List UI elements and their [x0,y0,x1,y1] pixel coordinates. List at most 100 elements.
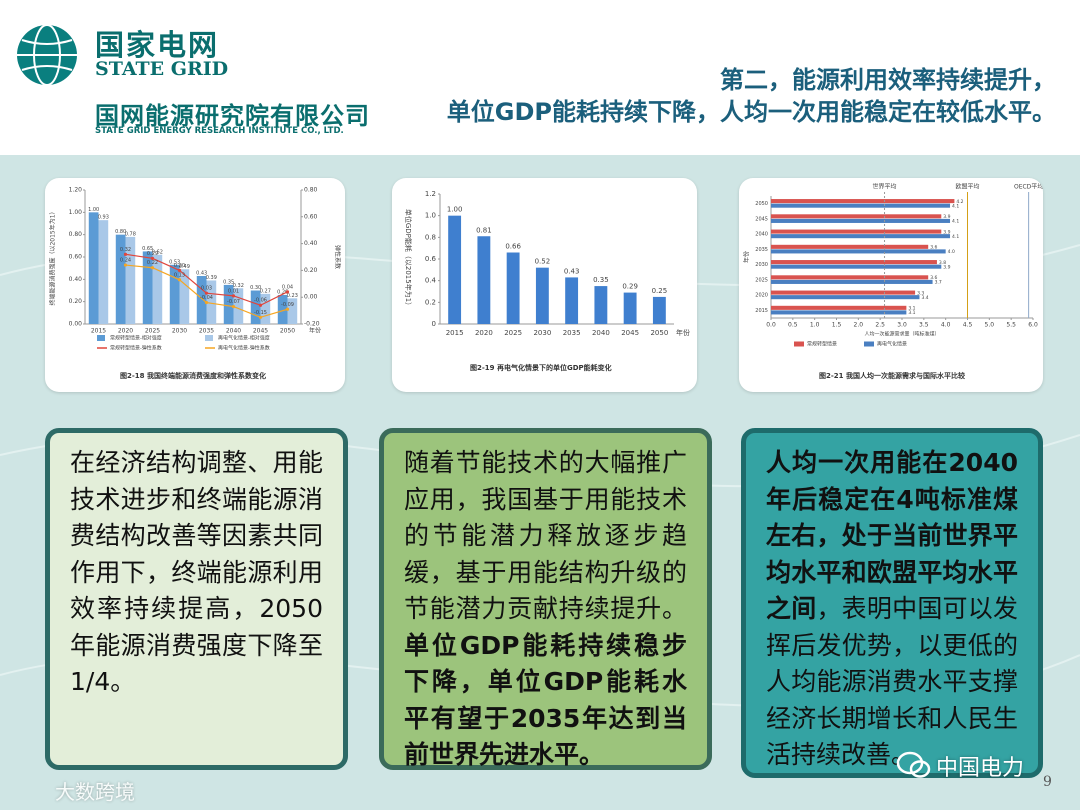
data-label: 0.26 [277,289,288,295]
x-tick-label: 2035 [199,328,214,335]
y2-tick-label: 0.60 [304,213,318,220]
x-tick-label: 0.5 [788,322,798,329]
bar [565,277,579,324]
bar [88,212,99,324]
y2-tick-label: 0.20 [304,267,318,274]
institute-cn: 国网能源研究院有限公司 [95,102,370,130]
logo-en: STATE GRID [95,58,229,80]
x-axis-title: 年份 [309,327,321,335]
data-label: 3.9 [943,264,950,270]
data-label: 0.27 [260,288,271,294]
data-label: 0.24 [120,258,131,264]
y-tick-label: 2030 [755,262,768,268]
bar [771,295,920,300]
logo-globe [17,24,77,86]
data-label: 0.13 [174,272,185,278]
x-tick-label: 2020 [475,329,493,337]
bar [771,275,929,280]
line-marker [123,252,128,256]
y2-tick-label: 0.00 [304,294,318,301]
y2-tick-label: -0.20 [304,321,320,328]
data-label: 3.7 [935,280,942,286]
legend-label: 再电气化情景-弹性系数 [218,345,270,352]
data-label: 4.1 [952,234,959,240]
data-label: 0.78 [125,231,136,237]
x-tick-label: 2030 [533,329,551,337]
bar [250,290,261,324]
bar [477,236,491,324]
institute-en: STATE GRID ENERGY RESEARCH INSTITUTE CO.… [95,126,344,136]
x-tick-label: 2030 [172,328,187,335]
y-tick-label: 0 [432,320,436,328]
bar [771,218,951,223]
text-box: 人均一次用能在2040年后稳定在4吨标准煤左右，处于当前世界平均水平和欧盟平均水… [741,428,1043,778]
legend-label: 常规转型情景-相对强度 [110,335,162,342]
data-label: 0.43 [564,267,580,275]
slide-title: 第二，能源利用效率持续提升， [720,66,1056,94]
legend-label: 再电气化情景 [877,341,907,348]
data-label: 0.93 [98,215,109,221]
bar [260,293,271,324]
reference-label: 世界平均 [873,183,897,191]
page-number: 9 [1043,774,1052,790]
data-label: 0.29 [622,283,638,291]
chart-card: 0.00 0.20 0.40 0.60 0.80 1.00 1.20 -0.20 0.00 0.2… [45,178,345,392]
bar [206,280,217,324]
line-marker [150,266,155,270]
data-label: 0.35 [593,276,609,284]
line-marker [231,304,236,309]
chart-caption: 图2-18 我国终端能源消费强度和弹性系数变化 [120,371,266,380]
bar [448,215,462,324]
legend-label: 常规转型情景 [807,341,837,348]
data-label: 0.01 [228,288,239,294]
chart-caption: 图2-21 我国人均一次能源需求与国际水平比较 [819,371,966,380]
bar [169,264,180,324]
data-label: 0.32 [120,247,131,253]
x-tick-label: 6.0 [1028,322,1038,329]
x-tick-label: 1.5 [832,322,842,329]
wechat-icon [896,751,931,778]
data-label: 0.65 [142,246,153,252]
bar [277,294,288,324]
y2-axis-title: 弹性系数 [334,245,342,269]
y-tick-label: 1.00 [69,209,83,216]
y2-tick-label: 0.40 [304,240,318,247]
x-tick-label: 4.0 [941,322,951,329]
watermark: 大数跨境 [55,780,135,804]
y-tick-label: 2045 [755,216,768,222]
data-label: 3.6 [930,275,937,281]
text-box: 随着节能技术的大幅推广应用，我国基于用能技术的节能潜力释放逐步趋缓，基于用能结构… [379,428,712,770]
y-tick-label: 2040 [755,232,768,238]
chart: 0.00 0.20 0.40 0.60 0.80 1.00 1.20 -0.20 0.00 0.2… [49,187,342,381]
bar [771,260,937,265]
y-tick-label: 0.2 [425,298,436,306]
x-tick-label: 2025 [504,329,522,337]
x-tick-label: 3.0 [897,322,907,329]
bar [623,292,637,324]
y-tick-label: 1.2 [425,190,436,198]
legend-swatch [864,341,874,347]
data-label: 0.30 [250,285,261,291]
y2-tick-label: 0.80 [304,187,318,194]
data-label: 0.43 [196,270,207,276]
data-label: -0.09 [281,302,294,308]
legend-label: 再电气化情景-相对强度 [218,335,270,342]
y-tick-label: 0.20 [69,298,83,305]
x-tick-label: 2045 [621,329,639,337]
data-label: 0.52 [535,258,551,266]
data-label: 3.8 [939,260,946,266]
x-tick-label: 1.0 [810,322,820,329]
bar [142,251,153,324]
y-tick-label: 0.8 [425,233,436,241]
x-tick-label: 2040 [226,328,241,335]
y-tick-label: 2015 [755,308,768,314]
x-tick-label: 5.5 [1006,322,1016,329]
line-marker [285,307,290,311]
data-label: 0.04 [282,284,293,290]
line-marker [258,315,263,319]
line-marker [204,300,209,305]
x-tick-label: 2035 [563,329,581,337]
line-marker [258,303,263,307]
legend-label: 常规转型情景-弹性系数 [110,345,162,352]
